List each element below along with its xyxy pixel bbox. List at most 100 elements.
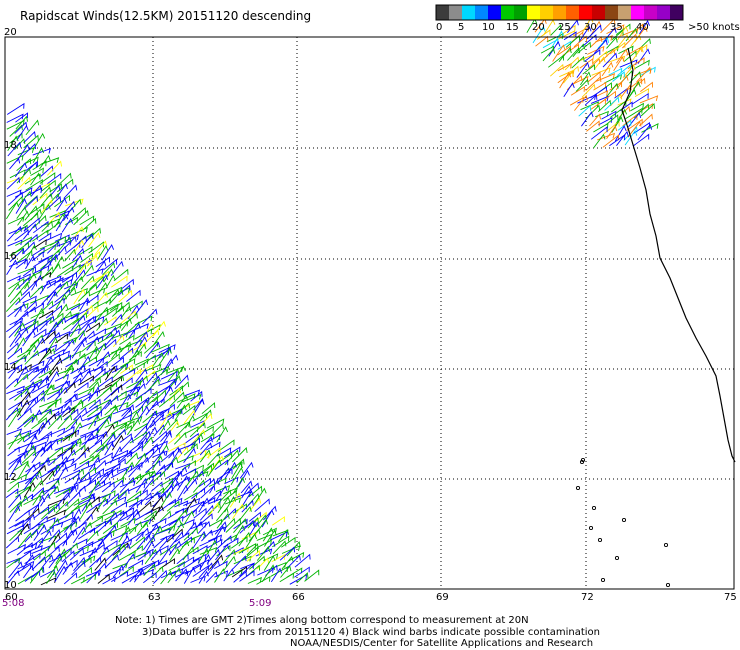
wind-barb bbox=[183, 497, 201, 507]
wind-barb bbox=[125, 368, 142, 382]
wind-barb bbox=[81, 414, 99, 422]
wind-barb bbox=[101, 470, 114, 484]
legend-label: 30 bbox=[584, 22, 597, 33]
wind-barb bbox=[550, 24, 562, 36]
wind-barb bbox=[31, 251, 44, 262]
wind-barb bbox=[248, 528, 261, 542]
wind-barb bbox=[110, 390, 127, 403]
wind-barb bbox=[563, 71, 575, 84]
wind-barb bbox=[587, 45, 605, 55]
wind-barb bbox=[144, 443, 159, 457]
wind-barb bbox=[279, 572, 295, 583]
wind-barb bbox=[71, 371, 83, 386]
wind-barb bbox=[245, 533, 258, 549]
wind-barb bbox=[233, 570, 247, 583]
wind-barb bbox=[93, 299, 112, 309]
wind-barb bbox=[40, 384, 55, 396]
wind-barb bbox=[617, 98, 632, 106]
wind-barb bbox=[602, 52, 618, 68]
wind-barb bbox=[582, 64, 596, 75]
wind-barb bbox=[159, 533, 174, 549]
wind-barb bbox=[23, 414, 38, 428]
wind-barb bbox=[31, 417, 47, 430]
wind-barb bbox=[158, 547, 172, 565]
wind-barb bbox=[33, 132, 46, 150]
wind-barb bbox=[193, 452, 210, 464]
wind-barb bbox=[55, 548, 67, 564]
wind-barb bbox=[622, 64, 636, 78]
wind-barb bbox=[45, 337, 59, 355]
wind-barb bbox=[200, 433, 215, 443]
wind-barb bbox=[15, 236, 32, 246]
wind-barb bbox=[263, 505, 277, 521]
wind-barb bbox=[25, 255, 36, 270]
wind-barb bbox=[129, 431, 148, 444]
wind-barb bbox=[615, 74, 629, 91]
wind-barb bbox=[17, 431, 30, 444]
wind-barb bbox=[23, 481, 36, 498]
wind-barb bbox=[118, 368, 136, 379]
wind-barb bbox=[168, 375, 181, 389]
wind-barb bbox=[119, 477, 135, 493]
wind-barb bbox=[48, 331, 61, 344]
wind-barb bbox=[55, 333, 68, 344]
wind-barb bbox=[57, 414, 73, 430]
wind-barb bbox=[14, 337, 26, 354]
wind-barb bbox=[103, 338, 117, 351]
wind-barb bbox=[104, 307, 117, 318]
wind-barb bbox=[48, 446, 63, 460]
wind-barb bbox=[238, 562, 254, 577]
wind-barb bbox=[593, 81, 607, 91]
island bbox=[665, 582, 671, 588]
wind-barb bbox=[168, 470, 183, 485]
wind-barb bbox=[7, 239, 23, 247]
wind-barb bbox=[9, 247, 25, 263]
wind-barb bbox=[183, 566, 196, 584]
wind-barb bbox=[105, 274, 116, 290]
wind-barb bbox=[256, 518, 269, 534]
wind-barb bbox=[39, 279, 52, 295]
wind-barb bbox=[257, 567, 275, 576]
wind-barb bbox=[29, 470, 42, 485]
wind-barb bbox=[255, 514, 268, 528]
wind-barb bbox=[7, 481, 20, 493]
wind-barb bbox=[215, 485, 231, 493]
wind-barb bbox=[120, 364, 133, 374]
wind-barb bbox=[151, 352, 164, 368]
wind-barb bbox=[9, 529, 22, 542]
wind-barb bbox=[150, 481, 163, 492]
wind-barb bbox=[602, 134, 620, 148]
map-frame bbox=[4, 36, 735, 590]
wind-barb bbox=[53, 461, 67, 477]
wind-barb bbox=[144, 395, 159, 408]
wind-barb bbox=[222, 549, 236, 565]
legend-label: 25 bbox=[558, 22, 571, 33]
wind-barb bbox=[168, 515, 184, 526]
wind-barb bbox=[48, 555, 63, 563]
wind-barb bbox=[78, 420, 97, 429]
wind-barb bbox=[192, 559, 210, 569]
legend-swatch bbox=[449, 5, 462, 20]
wind-barb bbox=[136, 398, 149, 414]
wind-barb bbox=[70, 451, 86, 466]
wind-barb bbox=[48, 453, 63, 467]
wind-barb bbox=[38, 316, 52, 326]
wind-barb bbox=[126, 445, 143, 458]
legend-label: 0 bbox=[436, 22, 443, 33]
wind-barb bbox=[152, 450, 168, 458]
wind-barb bbox=[85, 454, 100, 465]
wind-barb bbox=[94, 430, 108, 445]
wind-barb bbox=[24, 300, 37, 313]
wind-barb bbox=[113, 414, 133, 424]
wind-barb bbox=[80, 369, 92, 383]
wind-barb bbox=[184, 521, 197, 536]
wind-barb bbox=[96, 317, 109, 331]
wind-barb bbox=[169, 531, 184, 548]
wind-barb bbox=[24, 350, 39, 365]
wind-barb bbox=[111, 458, 126, 471]
wind-barb bbox=[215, 535, 232, 550]
wind-barb bbox=[184, 497, 197, 513]
wind-barb bbox=[118, 289, 133, 303]
wind-barb bbox=[216, 467, 231, 484]
wind-barb bbox=[176, 553, 189, 565]
